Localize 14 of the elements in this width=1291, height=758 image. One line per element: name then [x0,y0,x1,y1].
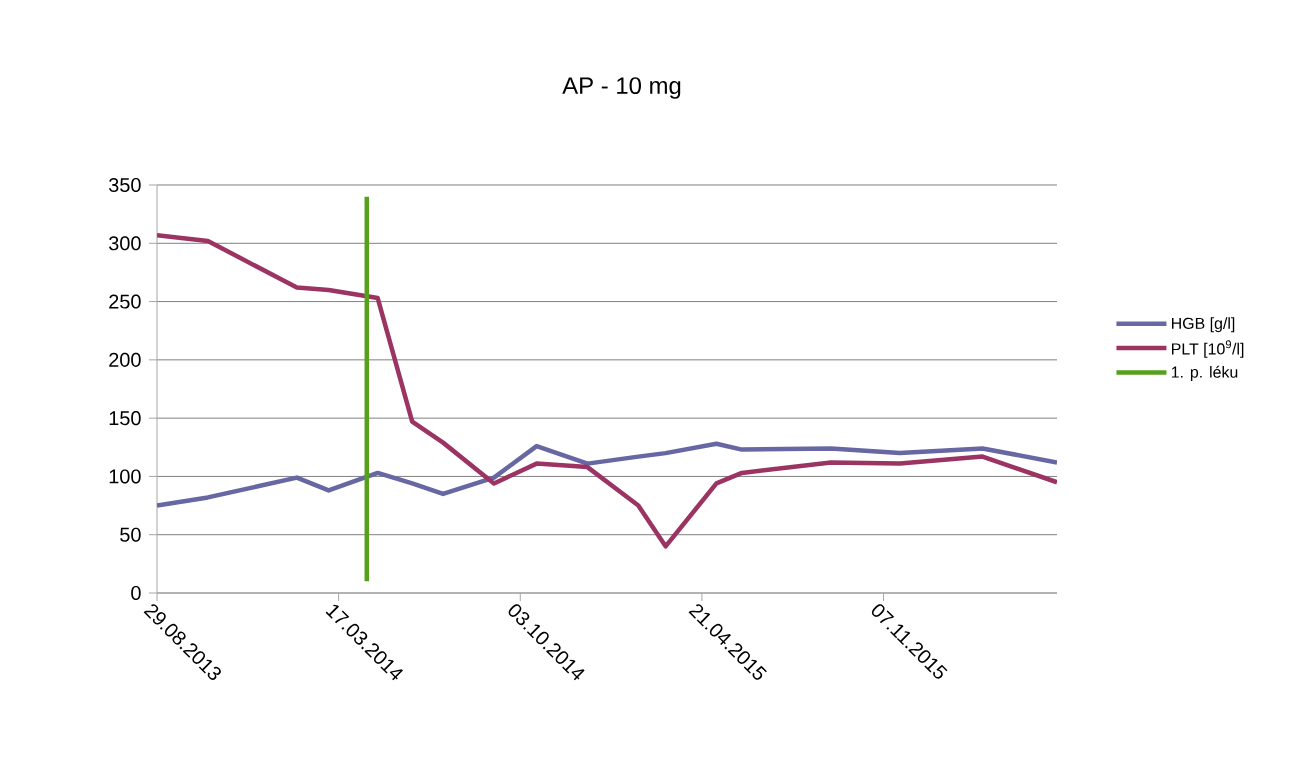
line-series [157,232,1058,549]
line-series [157,441,1058,508]
y-tick-label: 350 [109,177,141,193]
y-tick-label: 300 [109,236,141,251]
y-tick-label: 250 [109,294,141,309]
legend-label: 1. p. léku [1171,365,1238,381]
y-tick-label: 200 [109,352,141,367]
chart-title: AP - 10 mg [562,77,681,99]
legend-label: PLT [10$^{9}$/l] [1172,340,1244,358]
y-tick-label: 100 [109,469,141,484]
y-tick-label: 0 [131,585,141,601]
y-tick-label: 150 [109,411,141,426]
y-tick-label: 50 [120,527,141,542]
legend-label: HGB [g/l] [1172,317,1235,333]
